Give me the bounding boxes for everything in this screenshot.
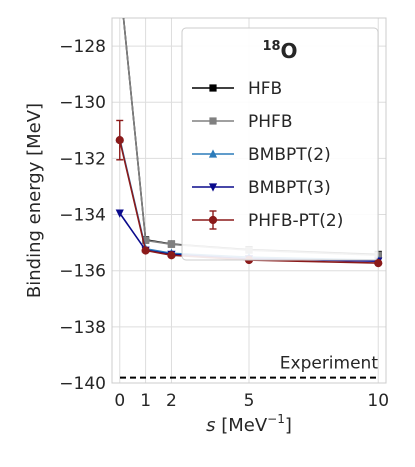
tick-labels: 0 1 2 5 10 −140 −138 −136 −134 −132 −130 −128 [59, 37, 389, 411]
data-point [374, 259, 383, 268]
y-tick-label: −128 [59, 37, 106, 57]
legend-entry: PHFB-PT(2) [192, 210, 343, 231]
x-tick-label: 10 [367, 391, 389, 411]
experiment-label: Experiment [280, 354, 379, 374]
legend-label: PHFB [248, 112, 292, 132]
legend-marker [208, 183, 218, 192]
y-tick-label: −140 [59, 374, 106, 394]
y-tick-label: −136 [59, 262, 106, 282]
data-point [142, 236, 150, 244]
series-phfb-pt-2- [115, 119, 383, 268]
legend-marker [209, 84, 217, 92]
plot-frame [111, 17, 387, 384]
x-tick-label: 1 [140, 391, 151, 411]
legend: 18O HFB PHFB BMBPT(2) BMBPT(3) PHFB-PT(2) [181, 27, 379, 261]
legend-marker [209, 117, 217, 125]
legend-label: BMBPT(3) [248, 178, 331, 198]
legend-marker [208, 149, 218, 158]
y-axis-label: Binding energy [MeV] [24, 103, 45, 298]
legend-label: BMBPT(2) [248, 145, 331, 165]
legend-label: PHFB-PT(2) [248, 211, 343, 231]
legend-entry: BMBPT(3) [192, 178, 331, 198]
y-tick-label: −134 [59, 206, 106, 226]
legend-title: 18O [262, 39, 297, 63]
x-tick-label: 0 [114, 391, 125, 411]
y-tick-label: −138 [59, 318, 106, 338]
legend-box [181, 27, 379, 261]
legend-marker [208, 215, 218, 225]
x-tick-label: 2 [166, 391, 177, 411]
y-tick-label: −132 [59, 149, 106, 169]
y-tick-label: −130 [59, 93, 106, 113]
data-point [115, 209, 124, 218]
data-point [141, 246, 150, 255]
data-point [167, 251, 176, 260]
x-axis-label: s [MeV−1] [206, 412, 292, 436]
x-tick-label: 5 [244, 391, 255, 411]
legend-entry: BMBPT(2) [192, 145, 331, 165]
legend-label: HFB [248, 79, 282, 99]
legend-entry: HFB [192, 79, 282, 99]
data-point [167, 240, 176, 248]
legend-entry: PHFB [192, 112, 292, 132]
data-point [115, 136, 124, 145]
experiment-reference: Experiment [120, 354, 379, 379]
